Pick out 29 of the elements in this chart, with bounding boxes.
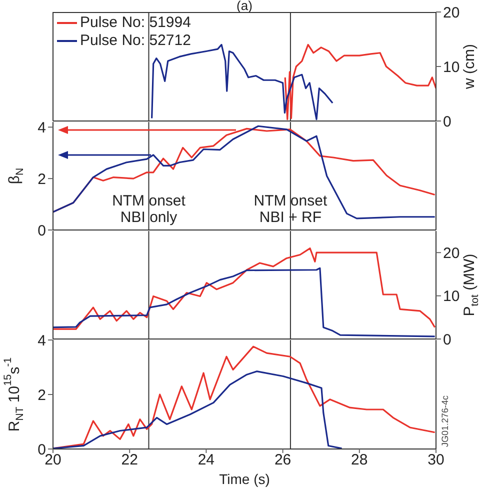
y2-tick-label: 20 — [443, 4, 460, 22]
chart-title: (a) — [236, 0, 254, 13]
legend-label: Pulse No: 51994 — [80, 14, 191, 32]
y-tick-label: 2 — [38, 386, 46, 404]
x-axis-title: Time (s) — [219, 471, 270, 487]
y-tick-label: 2 — [38, 170, 46, 188]
legend-label: Pulse No: 52712 — [80, 32, 191, 50]
annotation: NTM onset NBI only — [112, 192, 186, 226]
x-tick-label: 22 — [121, 452, 138, 469]
x-tick-label: 30 — [428, 452, 444, 469]
x-tick-label: 20 — [44, 452, 62, 469]
y-tick-label: 4 — [38, 119, 46, 136]
x-tick-label: 28 — [351, 452, 368, 469]
y2-tick-label: 20 — [443, 244, 460, 262]
line-series — [151, 44, 334, 120]
y2-tick-label: 10 — [443, 288, 460, 306]
y2-tick-label: 0 — [443, 331, 452, 348]
x-tick-label: 26 — [274, 452, 292, 469]
x-tick-label: 24 — [198, 452, 215, 469]
y2-axis-title: w (cm) — [460, 44, 478, 90]
line-series — [53, 370, 343, 449]
y-tick-label: 4 — [38, 332, 46, 350]
y2-tick-label: 10 — [443, 58, 460, 76]
y-tick-label: 0 — [38, 441, 46, 458]
line-series — [284, 44, 436, 120]
y-tick-label: 0 — [38, 222, 46, 240]
text: JG01.276-4c — [440, 394, 450, 447]
line-series — [53, 247, 436, 330]
y2-tick-label: 0 — [443, 113, 452, 130]
